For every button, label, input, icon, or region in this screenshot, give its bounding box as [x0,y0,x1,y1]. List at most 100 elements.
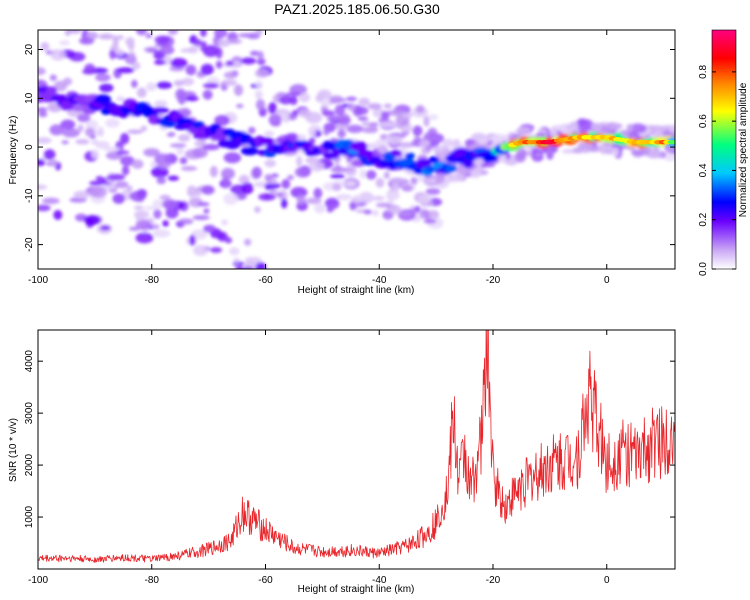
heat-blob [286,174,295,181]
heat-blob [50,49,66,61]
heat-blob [127,0,139,8]
heat-blob [347,103,356,112]
x-tick-label: -100 [28,575,48,586]
heat-blob [225,60,234,66]
heat-blob [298,92,311,103]
heat-blob [354,106,369,116]
heat-blob [158,3,169,11]
heat-blob [514,151,527,163]
heat-blob [84,127,95,137]
heat-blob [203,208,210,214]
heat-blob [178,218,194,225]
heat-blob [169,143,187,148]
heat-blob [38,137,52,144]
heat-blob [425,187,441,196]
heat-blob [256,58,266,65]
heat-blob [77,113,91,123]
heat-blob [97,126,104,138]
heat-blob [357,116,369,121]
heat-blob [134,210,149,220]
heat-blob [254,30,263,36]
heat-blob [133,205,144,211]
heat-blob [590,122,601,132]
colorbar: 0.0 0.2 0.4 0.6 0.8 Normalized spectral ampl… [698,29,749,276]
heat-blob [75,138,90,145]
heat-blob [335,193,352,201]
heat-blob [648,125,666,132]
heat-blob [365,143,377,150]
heat-blob [187,20,198,25]
heat-blob [183,19,192,24]
heat-blob [249,50,260,56]
heat-blob [383,171,390,179]
heat-blob [264,131,275,137]
heat-blob [323,129,330,136]
heat-blob [332,183,342,192]
heat-blob [115,150,130,155]
heat-blob [154,35,170,45]
heat-blob [126,185,133,191]
heat-blob [325,197,340,210]
heat-blob [131,61,141,70]
heat-blob [45,14,51,23]
heat-blob [268,101,277,114]
heat-blob [202,89,213,100]
heat-blob [64,30,71,36]
heat-blob [375,177,385,188]
heat-blob [84,63,96,75]
y-tick-label: -20 [24,237,35,252]
heat-blob [414,205,421,214]
heat-blob [598,142,610,155]
heat-blob [120,155,135,167]
snr-y-ticks: 1000 2000 3000 4000 [24,350,675,528]
snr-line [38,330,675,563]
heat-blob [281,198,288,209]
heat-blob [530,151,538,158]
heat-blob [154,153,172,166]
heat-blob [191,229,208,240]
heat-blob [428,114,439,121]
heat-blob [518,127,531,132]
heat-blob [326,116,340,122]
heat-blob [38,107,48,113]
heat-ridge-cell [404,152,416,160]
heat-blob [271,173,279,178]
heat-blob [146,48,158,53]
heat-blob [217,38,231,47]
heat-blob [358,191,374,204]
heat-ridge-cell [428,156,440,164]
x-tick-label: -20 [486,575,501,586]
heat-blob [173,79,184,87]
heat-blob [317,89,332,100]
heat-blob [242,266,255,269]
heat-blob [95,140,110,150]
heat-blob [176,145,184,156]
heat-blob [441,138,455,147]
heat-blob [223,193,239,205]
y-tick-label: 1000 [24,505,35,528]
x-tick-label: -80 [145,275,160,286]
heat-blob [305,197,322,205]
spectrogram-x-ticks: -100 -80 -60 -40 -20 0 [28,30,610,286]
heat-blob [412,125,423,137]
heat-blob [645,150,664,159]
heat-ridge-core [667,139,675,145]
heat-blob [130,16,141,20]
heat-blob [252,21,265,29]
colorbar-label: Normalized spectral amplitude [738,82,749,217]
heat-blob [63,77,73,86]
heat-blob [146,82,157,92]
heat-blob [264,159,277,168]
heat-blob [631,149,649,157]
heat-blob [244,17,262,26]
heat-blob [296,194,306,205]
heat-blob [59,40,70,46]
snr-x-ticks: -100 -80 -60 -40 -20 0 [28,330,610,586]
heat-ridge-cell [72,104,86,112]
heat-blob [151,0,162,6]
heat-blob [105,118,120,128]
heat-blob [381,111,390,120]
heat-blob [215,60,223,69]
x-tick-label: 0 [604,575,610,586]
heat-ridge-cell [357,149,374,157]
